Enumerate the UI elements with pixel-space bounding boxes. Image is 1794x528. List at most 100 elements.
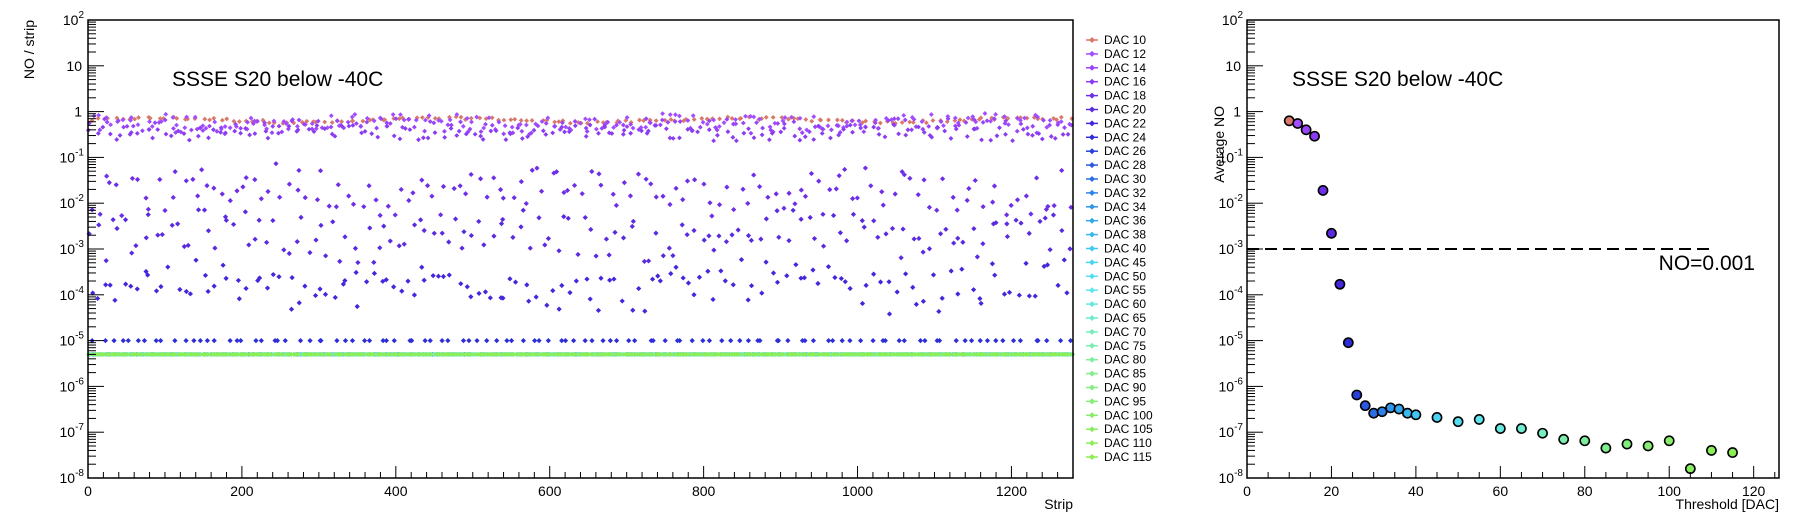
- data-point: [1036, 131, 1042, 136]
- data-point: [107, 282, 113, 288]
- data-point: [156, 120, 162, 125]
- data-point: [595, 352, 600, 357]
- data-point: [858, 338, 864, 344]
- data-point: [417, 217, 424, 223]
- data-point: [182, 125, 188, 131]
- data-point: [716, 124, 722, 129]
- left-y-tick-label: 10-2: [60, 193, 85, 211]
- data-point: [775, 338, 782, 344]
- data-point: [292, 352, 297, 357]
- data-point: [921, 177, 927, 183]
- data-point: [212, 119, 218, 125]
- data-point: [560, 352, 565, 357]
- data-point: [1067, 121, 1072, 127]
- data-point: [203, 125, 209, 131]
- legend-label: DAC 65: [1104, 311, 1146, 325]
- data-point: [648, 181, 654, 187]
- data-point: [193, 257, 199, 263]
- data-point: [871, 124, 877, 130]
- data-point: [758, 236, 764, 242]
- data-point: [641, 258, 648, 265]
- legend-marker: [1089, 398, 1095, 405]
- legend-marker: [1089, 315, 1095, 321]
- data-point: [1004, 233, 1011, 240]
- data-point: [158, 338, 164, 344]
- data-point: [811, 235, 818, 242]
- right-x-tick-label: 0: [1243, 483, 1251, 499]
- data-point: [863, 124, 868, 130]
- data-point: [322, 119, 328, 125]
- data-point: [1015, 115, 1020, 121]
- left-x-tick-label: 400: [384, 483, 408, 499]
- data-point: [399, 288, 405, 294]
- left-y-tick-label: 10-6: [60, 376, 85, 394]
- data-point: [313, 237, 319, 243]
- data-point: [270, 271, 276, 278]
- data-point: [250, 352, 255, 357]
- data-point: [937, 231, 944, 237]
- data-point: [691, 292, 697, 298]
- data-point: [929, 134, 935, 140]
- data-point: [579, 191, 585, 197]
- data-point: [672, 119, 678, 124]
- data-point: [662, 117, 668, 123]
- data-point: [141, 338, 148, 344]
- legend-marker: [1089, 370, 1095, 377]
- data-point: [1039, 136, 1045, 142]
- data-point: [155, 232, 161, 238]
- data-point: [963, 120, 969, 125]
- legend-marker: [1089, 328, 1095, 335]
- left-x-tick-label: 1000: [842, 483, 873, 499]
- data-point: [435, 273, 442, 279]
- legend-marker: [1089, 412, 1095, 419]
- data-point: [609, 131, 615, 136]
- data-point: [936, 338, 943, 344]
- data-point: [657, 122, 663, 128]
- data-point: [139, 352, 145, 357]
- data-point: [978, 115, 984, 121]
- legend-item: DAC 36: [1086, 214, 1146, 228]
- data-point: [915, 192, 921, 198]
- data-point: [901, 112, 907, 118]
- data-point: [211, 115, 217, 121]
- data-point: [699, 116, 705, 121]
- data-point: [235, 352, 240, 357]
- data-point: [799, 352, 805, 357]
- data-point: [402, 352, 407, 357]
- data-point: [446, 272, 452, 278]
- data-point: [978, 300, 984, 306]
- data-point: [302, 352, 308, 357]
- data-point: [528, 130, 534, 136]
- data-point: [1023, 193, 1029, 199]
- data-point: [405, 278, 411, 284]
- data-point: [519, 128, 525, 134]
- data-point: [115, 352, 121, 357]
- data-point: [289, 275, 295, 281]
- data-point: [202, 272, 209, 279]
- data-point: [191, 338, 197, 344]
- data-point: [181, 131, 187, 137]
- data-point: [355, 352, 361, 357]
- data-point: [294, 239, 300, 245]
- data-point: [478, 133, 484, 139]
- data-point: [255, 118, 260, 124]
- average-point: [1621, 438, 1633, 450]
- data-point: [243, 285, 249, 292]
- data-point: [750, 352, 755, 357]
- data-point: [446, 239, 452, 245]
- data-point: [146, 127, 152, 133]
- data-point: [463, 131, 469, 137]
- data-point: [216, 352, 221, 357]
- data-point: [657, 352, 662, 357]
- data-point: [730, 282, 736, 288]
- data-point: [223, 130, 228, 136]
- data-point: [157, 176, 163, 183]
- data-point: [802, 338, 808, 344]
- data-point: [159, 119, 164, 124]
- data-point: [698, 352, 704, 357]
- data-point: [725, 114, 731, 120]
- data-point: [716, 352, 722, 357]
- left-x-tick-label: 200: [230, 483, 254, 499]
- data-point: [696, 274, 703, 280]
- data-point: [724, 184, 730, 190]
